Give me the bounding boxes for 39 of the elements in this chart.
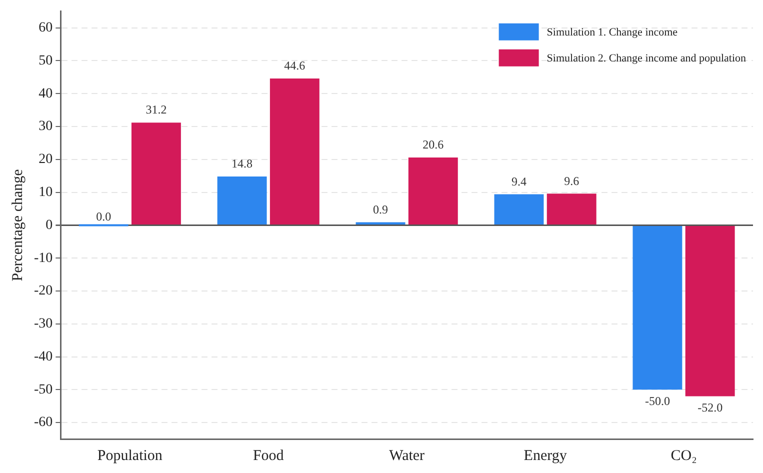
y-tick-label: -60 [34, 415, 53, 430]
data-label: -50.0 [644, 394, 670, 408]
bar [131, 122, 181, 224]
bar [217, 176, 267, 224]
data-label: 14.8 [232, 156, 253, 171]
y-tick-label: 0 [46, 218, 53, 233]
bar [546, 194, 596, 224]
y-tick-label: 40 [38, 86, 53, 102]
data-label: -52.0 [698, 400, 723, 414]
y-tick-label: -50 [34, 382, 53, 398]
y-tick-label: 10 [38, 184, 53, 200]
y-tick-label: -20 [34, 284, 53, 299]
y-tick-label: 50 [38, 53, 53, 68]
y-tick-label: -10 [34, 250, 53, 266]
x-tick-label: CO₂ [670, 448, 697, 464]
y-tick-label: -40 [34, 349, 53, 364]
bar [685, 226, 735, 396]
y-tick-label: 30 [38, 119, 53, 134]
x-tick-label: Water [389, 448, 425, 464]
data-label: 0.9 [373, 202, 388, 216]
data-label: 9.6 [564, 174, 580, 188]
data-label: 9.4 [511, 174, 526, 188]
bar [408, 157, 458, 224]
data-label: 31.2 [146, 102, 167, 117]
bar [270, 78, 320, 224]
x-tick-label: Energy [524, 448, 568, 464]
y-tick-label: -30 [34, 316, 53, 332]
y-tick-label: 60 [38, 20, 53, 36]
data-label: 20.6 [422, 138, 444, 152]
legend-label: Simulation 2. Change income and population [546, 52, 746, 64]
legend-label: Simulation 1. Change income [546, 26, 678, 38]
bar [494, 194, 544, 224]
y-tick-label: 20 [38, 152, 53, 168]
x-tick-label: Population [97, 448, 163, 464]
bar [632, 226, 682, 390]
y-axis-title: Percentage change [10, 168, 26, 282]
data-label: 44.6 [284, 58, 306, 73]
x-tick-label: Food [252, 448, 284, 464]
data-label: 0.0 [96, 209, 112, 224]
